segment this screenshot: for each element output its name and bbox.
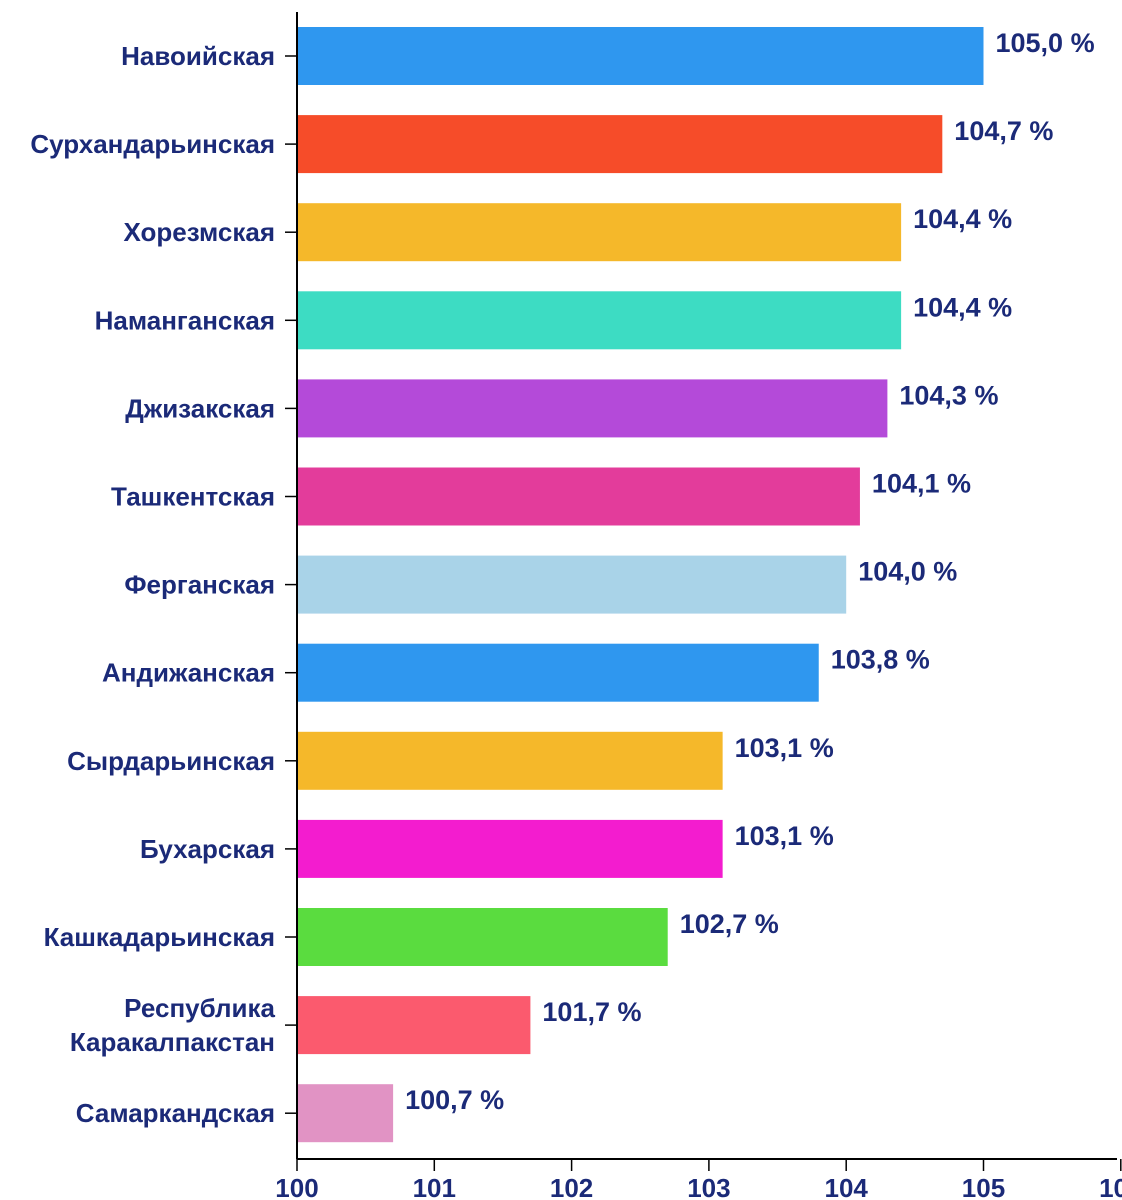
category-label: Ташкентская	[111, 482, 275, 512]
value-label: 104,3 %	[899, 380, 998, 410]
x-tick-label: 101	[413, 1173, 456, 1200]
category-label: Самаркандская	[76, 1098, 275, 1128]
category-label: Хорезмская	[124, 217, 276, 247]
x-tick-label: 102	[550, 1173, 593, 1200]
x-tick-label: 105	[962, 1173, 1005, 1200]
value-label: 103,1 %	[735, 821, 834, 851]
bars-layer	[297, 27, 984, 1143]
value-label: 101,7 %	[542, 997, 641, 1027]
value-label: 104,7 %	[954, 116, 1053, 146]
category-label: Наманганская	[95, 305, 275, 335]
category-label: Сырдарьинская	[67, 746, 275, 776]
x-tick-label: 103	[687, 1173, 730, 1200]
bar	[297, 467, 860, 526]
value-label: 104,0 %	[858, 557, 957, 587]
category-label: Джизакская	[125, 393, 275, 423]
category-label: Республика Каракалпакстан	[70, 993, 276, 1057]
category-label: Кашкадарьинская	[44, 922, 275, 952]
bar	[297, 203, 902, 262]
value-label: 100,7 %	[405, 1085, 504, 1115]
bar	[297, 1084, 394, 1143]
value-labels: 105,0 % 104,7 % 104,4 % 104,4 % 104,3 % 104,1…	[405, 28, 1094, 1115]
value-label: 103,1 %	[735, 733, 834, 763]
bar	[297, 819, 723, 878]
value-label: 104,1 %	[872, 469, 971, 499]
category-label: Бухарская	[140, 834, 275, 864]
bar	[297, 555, 847, 614]
category-labels: Навоийская Сурхандарьинская Хорезмская Нама…	[30, 41, 275, 1128]
category-label: Навоийская	[121, 41, 275, 71]
value-label: 104,4 %	[913, 292, 1012, 322]
category-label: Сурхандарьинская	[30, 129, 275, 159]
value-label: 103,8 %	[831, 645, 930, 675]
x-tick-label: 100	[275, 1173, 318, 1200]
bar	[297, 908, 668, 966]
category-label: Ферганская	[124, 570, 275, 600]
x-tick-label: 106	[1099, 1173, 1122, 1200]
category-label: Андижанская	[102, 658, 275, 688]
bar	[297, 115, 943, 174]
bar	[297, 996, 531, 1055]
bar	[297, 379, 888, 438]
bar	[297, 731, 723, 790]
value-label: 104,4 %	[913, 204, 1012, 234]
bar	[297, 643, 819, 702]
x-tick-label: 104	[825, 1173, 869, 1200]
axes: 100 101 102 103 104 105 106	[275, 12, 1122, 1200]
bar	[297, 27, 984, 85]
value-label: 102,7 %	[680, 909, 779, 939]
bar	[297, 291, 902, 350]
value-label: 105,0 %	[996, 28, 1095, 58]
